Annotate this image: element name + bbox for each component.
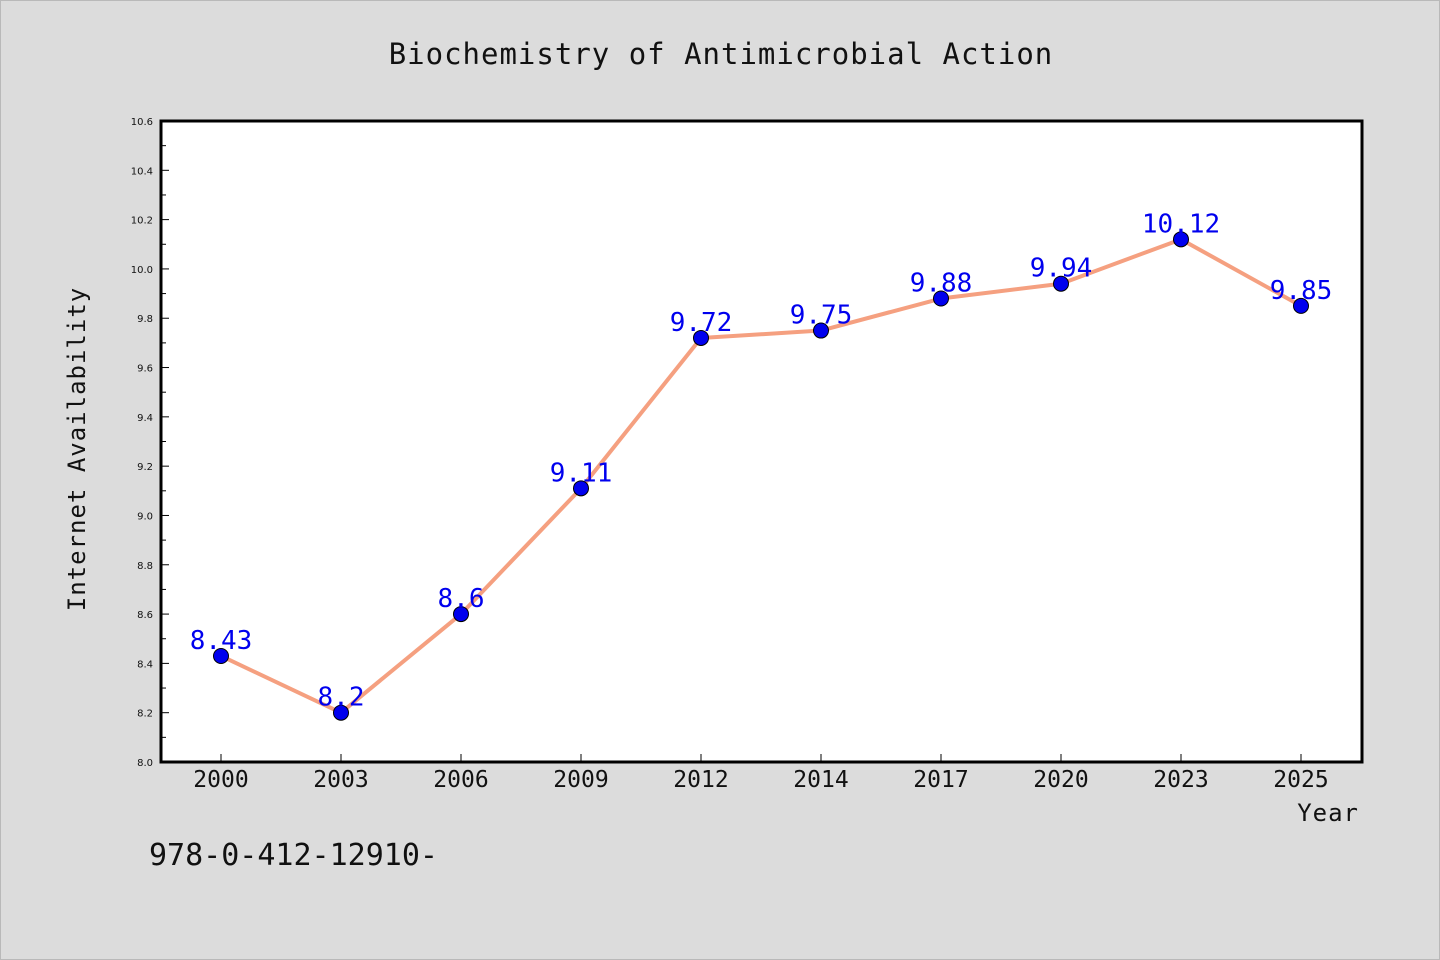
y-tick-label: 9.8 bbox=[137, 314, 153, 325]
x-tick-label: 2000 bbox=[193, 767, 248, 793]
y-axis-ticks: 8.0 8.2 8.4 8.6 8.8 9.0 9.2 9.4 9.6 9.8 10.0 10.2 10… bbox=[131, 117, 169, 769]
data-label: 9.85 bbox=[1270, 276, 1333, 306]
series-layer bbox=[213, 231, 1309, 721]
series-marker bbox=[333, 704, 349, 721]
y-tick-label: 8.0 bbox=[137, 758, 153, 769]
series-marker bbox=[453, 606, 469, 623]
data-label: 8.43 bbox=[190, 626, 253, 656]
series-marker bbox=[813, 322, 829, 339]
y-tick-label: 8.2 bbox=[137, 709, 153, 720]
x-axis-ticks: 2000 2003 2006 2009 2012 2014 2017 2020 2023 2025 bbox=[193, 754, 1329, 793]
footer-identifier: 978-0-412-12910- bbox=[149, 838, 438, 873]
x-axis-label: Year bbox=[1297, 799, 1359, 827]
y-tick-label: 10.4 bbox=[131, 166, 153, 177]
y-tick-label: 8.4 bbox=[137, 659, 153, 670]
x-tick-label: 2020 bbox=[1033, 767, 1088, 793]
data-label: 8.6 bbox=[438, 584, 485, 614]
y-axis-label: Internet Availability bbox=[63, 287, 91, 611]
data-label: 9.72 bbox=[670, 308, 733, 338]
data-label: 9.11 bbox=[550, 458, 613, 488]
x-tick-label: 2023 bbox=[1153, 767, 1208, 793]
x-tick-label: 2017 bbox=[913, 767, 968, 793]
y-tick-label: 10.6 bbox=[131, 117, 153, 128]
y-tick-label: 8.8 bbox=[137, 561, 153, 572]
y-tick-label: 9.0 bbox=[137, 511, 153, 522]
data-label: 8.2 bbox=[318, 683, 365, 713]
series-marker bbox=[933, 290, 949, 307]
data-label: 9.94 bbox=[1030, 254, 1093, 284]
chart-title: Biochemistry of Antimicrobial Action bbox=[389, 37, 1054, 71]
x-tick-label: 2006 bbox=[433, 767, 488, 793]
x-tick-label: 2009 bbox=[553, 767, 608, 793]
data-label: 9.88 bbox=[910, 269, 973, 299]
series-marker bbox=[1053, 275, 1069, 292]
data-label: 9.75 bbox=[790, 301, 853, 331]
series-marker bbox=[1293, 297, 1309, 314]
data-label: 10.12 bbox=[1142, 209, 1220, 239]
y-tick-label: 8.6 bbox=[137, 610, 153, 621]
y-tick-label: 9.4 bbox=[137, 413, 153, 424]
y-tick-label: 9.6 bbox=[137, 364, 153, 375]
y-tick-label: 10.2 bbox=[131, 216, 153, 227]
x-tick-label: 2014 bbox=[793, 767, 848, 793]
series-line bbox=[219, 237, 1303, 715]
data-label-layer: 8.43 8.2 8.6 9.11 9.72 9.75 9.88 9.94 10.12 9.85 bbox=[190, 209, 1333, 712]
series-marker bbox=[213, 647, 229, 664]
series-marker bbox=[1173, 231, 1189, 248]
x-tick-label: 2025 bbox=[1273, 767, 1328, 793]
x-tick-label: 2003 bbox=[313, 767, 368, 793]
plot-area bbox=[159, 119, 1364, 764]
x-tick-label: 2012 bbox=[673, 767, 728, 793]
series-marker bbox=[573, 480, 589, 497]
y-tick-label: 9.2 bbox=[137, 462, 153, 473]
y-tick-label: 10.0 bbox=[131, 265, 153, 276]
series-marker bbox=[693, 329, 709, 346]
